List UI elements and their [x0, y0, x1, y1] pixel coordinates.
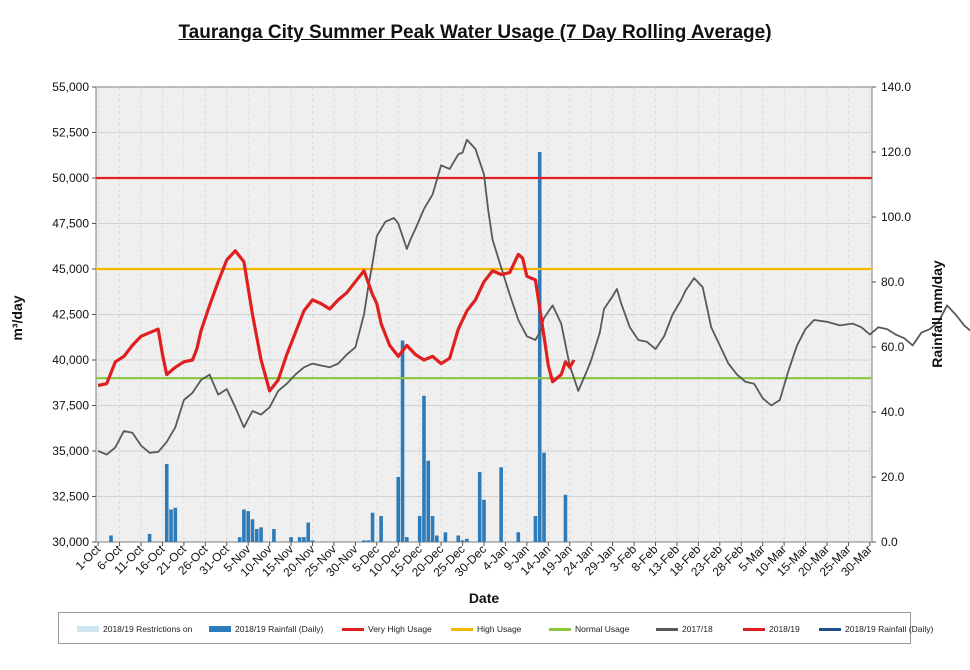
legend-label: Very High Usage	[368, 624, 432, 634]
y-tick-label: 50,000	[52, 171, 89, 185]
rainfall-bar	[563, 494, 568, 542]
rainfall-bar	[173, 507, 178, 542]
rainfall-bar	[379, 516, 383, 542]
legend-item: 2018/19 Restrictions on	[77, 622, 192, 636]
y2-tick-label: 60.0	[881, 340, 905, 354]
legend-swatch	[451, 627, 473, 631]
legend: 2018/19 Restrictions on 2018/19 Rainfall …	[58, 612, 933, 644]
y2-tick-label: 20.0	[881, 470, 905, 484]
y-tick-label: 47,500	[52, 217, 89, 231]
chart-title: Tauranga City Summer Peak Water Usage (7…	[178, 22, 772, 43]
y-tick-label: 55,000	[52, 80, 89, 94]
y2-tick-label: 80.0	[881, 275, 905, 289]
rainfall-bar	[246, 511, 250, 542]
y-axis-ticks: 30,000 32,500 35,000 37,500 40,000 42,500 45,0…	[52, 80, 96, 549]
legend-label: 2018/19	[769, 624, 800, 634]
y-tick-label: 45,000	[52, 262, 89, 276]
rainfall-bar	[456, 535, 461, 542]
rainfall-bar	[237, 537, 242, 542]
rainfall-bar	[396, 477, 401, 542]
rainfall-bar	[422, 395, 426, 542]
rainfall-bar	[405, 537, 409, 542]
y2-tick-label: 140.0	[881, 80, 911, 94]
series-line	[97, 249, 576, 393]
rainfall-bar	[147, 533, 152, 542]
rainfall-bar	[362, 540, 366, 542]
y-tick-label: 37,500	[52, 399, 89, 413]
legend-swatch	[342, 627, 364, 631]
rainfall-bar	[499, 467, 503, 542]
rainfall-bar	[259, 527, 263, 542]
rainfall-bar	[400, 340, 405, 542]
legend-item: High Usage	[451, 622, 521, 636]
rainfall-bar	[370, 512, 375, 542]
legend-label: High Usage	[477, 624, 522, 634]
x-axis-ticks: 1-Oct6-Oct11-Oct16-Oct21-Oct26-Oct31-Oct…	[73, 542, 875, 580]
y2-axis-ticks: 0.0 20.0 40.0 60.0 80.0 100.0 120.0 140.0	[872, 80, 911, 549]
legend-item: Very High Usage	[342, 622, 432, 636]
legend-swatch	[743, 627, 765, 631]
legend-label: 2018/19 Rainfall (Daily)	[845, 624, 934, 634]
rainfall-bar	[417, 516, 422, 542]
legend-swatch	[209, 626, 231, 632]
rainfall-bar	[482, 499, 486, 542]
rainfall-bar	[460, 540, 465, 542]
rainfall-bar	[250, 519, 255, 542]
legend-swatch	[656, 627, 678, 631]
y-axis-label: m³/day	[9, 295, 25, 340]
y2-tick-label: 40.0	[881, 405, 905, 419]
y-tick-label: 42,500	[52, 308, 89, 322]
rainfall-bar	[430, 516, 435, 542]
rainfall-bar	[435, 535, 439, 542]
series-lines	[97, 138, 970, 456]
y2-axis-label: Rainfall mm/day	[929, 260, 945, 368]
rainfall-bar	[310, 540, 315, 542]
legend-swatch	[77, 626, 99, 632]
y-tick-label: 52,500	[52, 126, 89, 140]
y2-tick-label: 0.0	[881, 535, 898, 549]
rainfall-bar	[516, 532, 521, 542]
rainfall-bar	[302, 537, 306, 542]
legend-label: Normal Usage	[575, 624, 630, 634]
rainfall-bar	[443, 532, 448, 542]
legend-swatch	[549, 627, 571, 631]
y-tick-label: 40,000	[52, 353, 89, 367]
rainfall-bar	[533, 516, 538, 542]
rainfall-bar	[272, 529, 276, 542]
series-line	[97, 138, 970, 456]
legend-item: 2018/19	[743, 622, 800, 636]
legend-item: 2017/18	[656, 622, 713, 636]
rainfall-bar	[426, 460, 431, 542]
legend-label: 2018/19 Rainfall (Daily)	[235, 624, 324, 634]
rainfall-bar	[109, 535, 113, 542]
rainfall-bar	[465, 538, 469, 542]
rainfall-bar	[537, 152, 542, 542]
rainfall-bar	[297, 537, 302, 542]
legend-item: 2018/19 Rainfall (Daily)	[819, 622, 933, 636]
legend-item: 2018/19 Rainfall (Daily)	[209, 622, 323, 636]
rainfall-bar	[477, 472, 482, 542]
rainfall-bar	[306, 522, 311, 542]
x-axis-label: Date	[469, 590, 500, 606]
rainfall-bar	[289, 537, 293, 542]
legend-label: 2017/18	[682, 624, 713, 634]
rainfall-bar	[542, 452, 546, 542]
legend-label: 2018/19 Restrictions on	[103, 624, 193, 634]
rainfall-bar	[169, 509, 173, 542]
legend-swatch	[819, 627, 841, 631]
y2-tick-label: 100.0	[881, 210, 911, 224]
y-tick-label: 35,000	[52, 444, 89, 458]
rainfall-bars	[109, 152, 568, 542]
rainfall-bar	[254, 529, 259, 542]
chart-svg: 30,000 32,500 35,000 37,500 40,000 42,500 45,0…	[9, 80, 970, 606]
rainfall-bar	[164, 464, 169, 542]
rainfall-bar	[242, 509, 246, 542]
rainfall-bar	[366, 540, 371, 542]
legend-item: Normal Usage	[549, 622, 629, 636]
y-tick-label: 32,500	[52, 490, 89, 504]
y-tick-label: 30,000	[52, 535, 89, 549]
y2-tick-label: 120.0	[881, 145, 911, 159]
